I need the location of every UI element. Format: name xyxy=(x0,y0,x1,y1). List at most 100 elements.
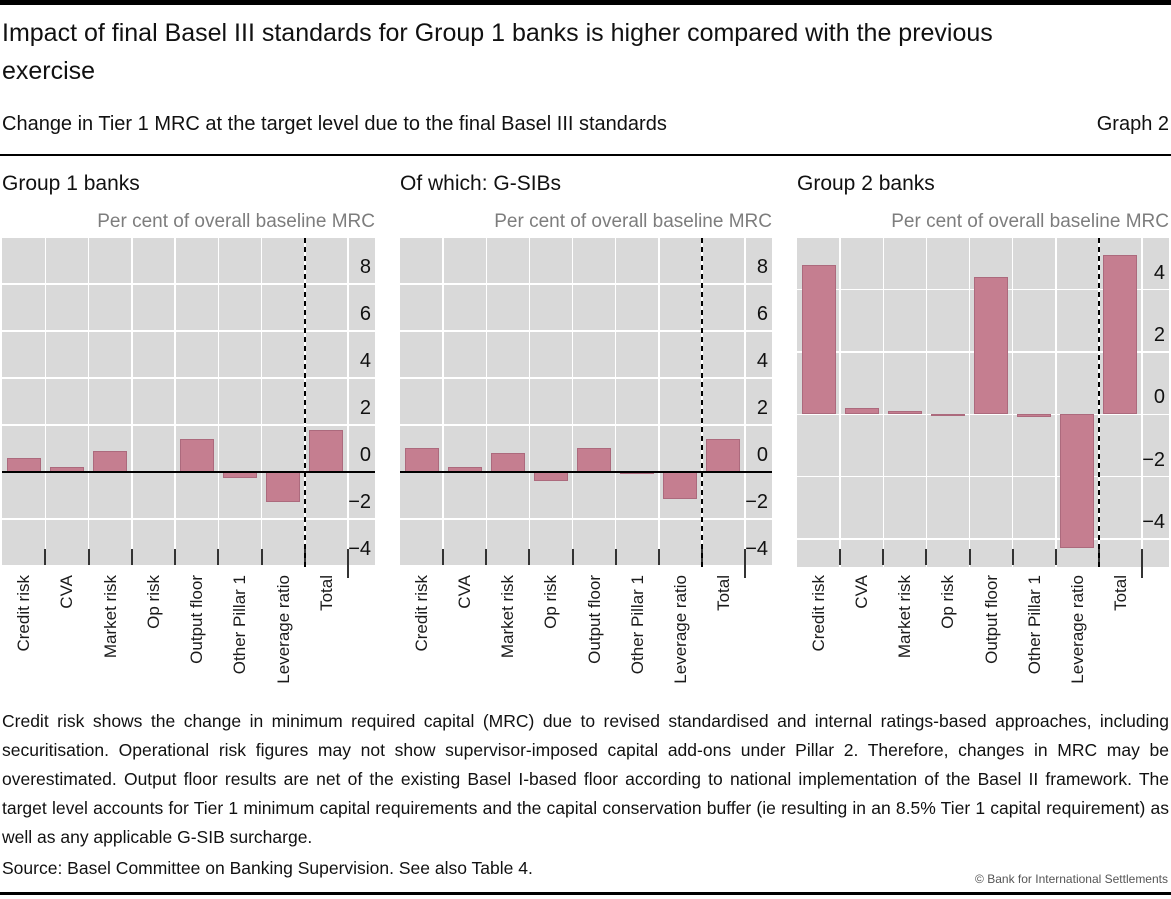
y-tick-label: −4 xyxy=(348,537,371,560)
axis-unit-label: Per cent of overall baseline MRC xyxy=(97,211,375,232)
y-tick-label: −2 xyxy=(348,490,371,513)
y-tick-label: 6 xyxy=(359,302,371,325)
vertical-gridline xyxy=(1141,238,1143,567)
category-label-slot: Credit risk xyxy=(400,575,443,715)
category-label-credit-risk: Credit risk xyxy=(809,575,829,652)
category-label-op-risk: Op risk xyxy=(938,575,958,629)
page-title: Impact of final Basel III standards for … xyxy=(2,19,993,85)
y-tick-label: 2 xyxy=(756,396,768,419)
bar-market-risk xyxy=(490,453,525,472)
category-label-slot: CVA xyxy=(443,575,486,715)
bar-other-pillar-1 xyxy=(1017,414,1052,418)
header-divider xyxy=(0,154,1171,156)
y-tick-label: 2 xyxy=(1153,324,1165,347)
horizontal-gridline xyxy=(2,424,375,426)
category-label-slot: Credit risk xyxy=(2,575,45,715)
category-label-market-risk: Market risk xyxy=(100,575,120,659)
bottom-axis-tick xyxy=(442,549,445,565)
category-label-slot: Total xyxy=(702,575,745,715)
plot-area-group-2-banks: 4 2 0 −2 −4 Credit risk CVA Market risk Op risk O… xyxy=(797,238,1169,684)
category-label-leverage-ratio: Leverage ratio xyxy=(1067,575,1087,684)
vertical-gridline xyxy=(925,238,928,567)
plot-area-group-1-banks: 8 6 4 2 0 −2 −4 Credit risk CVA Market risk Op ris… xyxy=(2,238,375,684)
top-rule xyxy=(0,0,1171,5)
vertical-gridline xyxy=(217,238,219,567)
bar-cva xyxy=(844,408,879,415)
y-tick-label: −2 xyxy=(745,490,768,513)
y-tick-label: 8 xyxy=(756,255,768,278)
horizontal-gridline xyxy=(400,377,772,379)
bottom-axis-tick xyxy=(744,549,746,578)
vertical-gridline xyxy=(87,238,90,567)
category-label-slot: Other Pillar 1 xyxy=(1013,575,1056,715)
y-tick-label: 4 xyxy=(359,349,371,372)
horizontal-gridline xyxy=(797,538,1169,540)
vertical-gridline xyxy=(968,238,971,567)
vertical-gridline xyxy=(571,238,574,567)
bottom-axis-tick xyxy=(614,549,617,565)
panel-title-of-which-g-sibs: Of which: G-SIBs xyxy=(400,172,562,195)
horizontal-gridline xyxy=(400,518,772,520)
bar-total xyxy=(309,429,344,472)
category-label-slot: Other Pillar 1 xyxy=(616,575,659,715)
category-label-other-pillar-1: Other Pillar 1 xyxy=(230,575,250,675)
vertical-gridline xyxy=(658,238,660,567)
vertical-gridline xyxy=(839,238,841,567)
category-label-leverage-ratio: Leverage ratio xyxy=(670,575,690,684)
bottom-axis-tick xyxy=(174,549,176,565)
category-label-slot: Market risk xyxy=(89,575,132,715)
y-tick-label: 0 xyxy=(1153,386,1165,409)
bottom-axis-tick xyxy=(260,549,263,565)
bottom-axis-tick xyxy=(968,549,971,565)
bottom-axis-tick xyxy=(528,549,531,565)
horizontal-gridline xyxy=(2,330,375,332)
bar-total xyxy=(706,438,741,472)
vertical-gridline xyxy=(485,238,487,567)
category-label-slot: Leverage ratio xyxy=(262,575,305,715)
dashed-separator-line xyxy=(1097,238,1100,567)
zero-axis-line xyxy=(2,470,375,473)
category-label-output-floor: Output floor xyxy=(187,575,207,664)
y-tick-label: −2 xyxy=(1142,448,1165,471)
category-label-slot: Output floor xyxy=(175,575,218,715)
bottom-axis-tick xyxy=(882,549,885,565)
vertical-gridline xyxy=(614,238,617,567)
bar-total xyxy=(1103,255,1138,415)
category-label-market-risk: Market risk xyxy=(498,575,518,659)
horizontal-gridline xyxy=(797,413,1169,416)
bottom-axis-tick xyxy=(571,549,574,565)
zero-axis-line xyxy=(400,470,772,473)
category-label-slot: Total xyxy=(1099,575,1142,715)
category-label-slot: Other Pillar 1 xyxy=(218,575,261,715)
category-label-slot: Output floor xyxy=(573,575,616,715)
category-label-op-risk: Op risk xyxy=(143,575,163,629)
category-label-cva: CVA xyxy=(852,575,872,609)
bar-output-floor xyxy=(974,277,1009,415)
y-tick-label: 0 xyxy=(359,443,371,466)
axis-unit-label: Per cent of overall baseline MRC xyxy=(891,211,1169,232)
category-label-market-risk: Market risk xyxy=(895,575,915,659)
y-tick-label: 0 xyxy=(756,443,768,466)
horizontal-gridline xyxy=(797,475,1169,478)
category-label-slot: Credit risk xyxy=(797,575,840,715)
vertical-gridline xyxy=(882,238,884,567)
vertical-gridline xyxy=(1055,238,1057,567)
category-label-slot: CVA xyxy=(45,575,88,715)
footnote: Credit risk shows the change in minimum … xyxy=(2,711,1169,847)
category-label-output-floor: Output floor xyxy=(584,575,604,664)
copyright-notice: © Bank for International Settlements xyxy=(975,872,1168,886)
bottom-axis-tick xyxy=(485,549,488,565)
vertical-gridline xyxy=(1011,238,1014,567)
graph-number: Graph 2 xyxy=(1096,113,1169,135)
category-label-slot: Output floor xyxy=(970,575,1013,715)
category-label-credit-risk: Credit risk xyxy=(412,575,432,652)
bottom-axis-tick xyxy=(1141,549,1143,578)
category-label-output-floor: Output floor xyxy=(981,575,1001,664)
vertical-gridline xyxy=(174,238,176,567)
bar-op-risk xyxy=(533,471,568,482)
bar-leverage-ratio xyxy=(266,471,301,503)
category-label-total: Total xyxy=(316,575,336,611)
subtitle-row: Change in Tier 1 MRC at the target level… xyxy=(2,112,1169,136)
horizontal-gridline xyxy=(400,424,772,426)
